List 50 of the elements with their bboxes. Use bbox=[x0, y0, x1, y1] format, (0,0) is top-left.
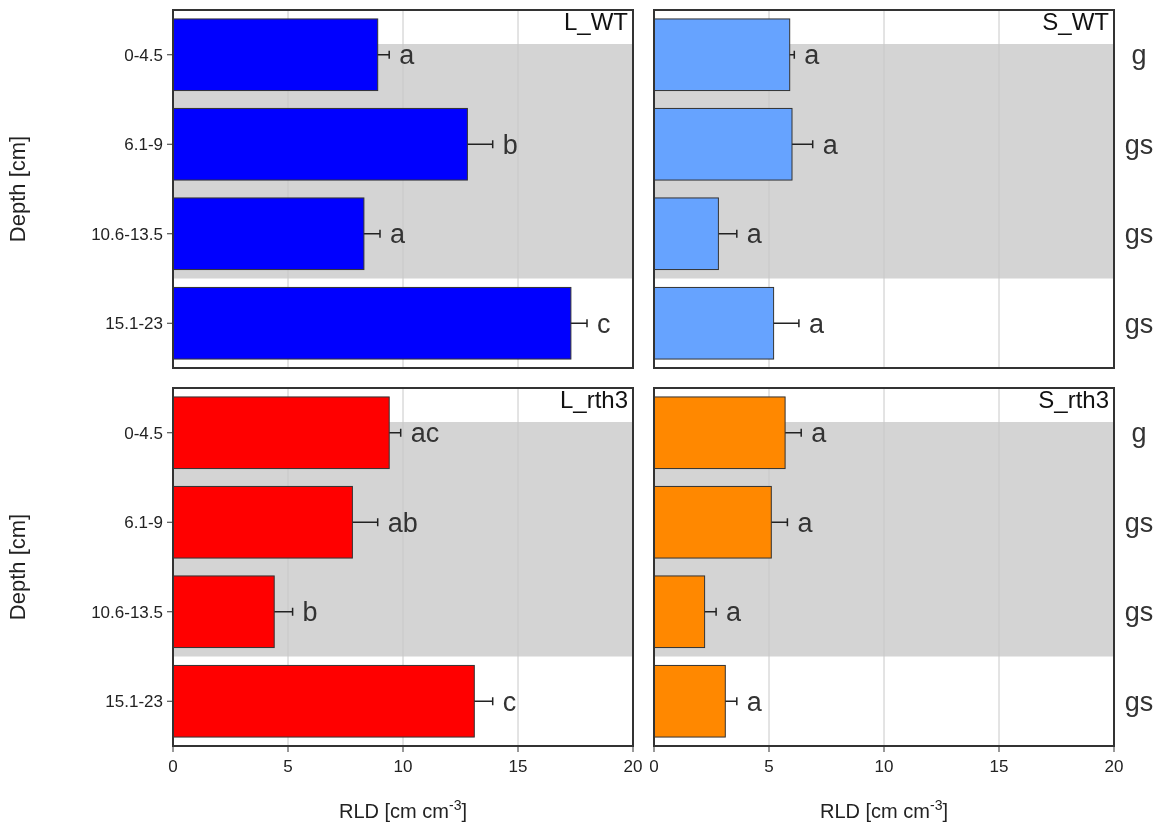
x-tick-label: 10 bbox=[393, 757, 413, 776]
x-axis-title: RLD [cm cm$^{-3}$] bbox=[819, 797, 949, 822]
text: gs bbox=[1124, 219, 1154, 250]
x-tick-label: 0 bbox=[649, 757, 659, 776]
y-tick-label: 0-4.5 bbox=[124, 423, 163, 443]
annotation: b bbox=[502, 129, 518, 160]
chart-title: S_rth3 bbox=[1038, 386, 1109, 413]
x-tick-label: 5 bbox=[764, 757, 774, 776]
x-tick-label: 20 bbox=[623, 757, 643, 776]
annotation: a bbox=[797, 507, 814, 538]
x-axis-title: RLD [cm cm$^{-3}$] bbox=[338, 797, 468, 822]
chart-title: L_WT bbox=[563, 8, 629, 35]
annotation: c bbox=[597, 308, 611, 339]
text: gs bbox=[1124, 308, 1154, 339]
annotation: a bbox=[746, 686, 763, 717]
annotation: ab bbox=[387, 507, 418, 538]
y-axis-title: Depth [cm] bbox=[5, 135, 30, 243]
annotation: c bbox=[502, 686, 517, 717]
text: gs bbox=[1124, 686, 1154, 717]
chart-title: L_rth3 bbox=[559, 386, 628, 413]
y-axis-title: Depth [cm] bbox=[5, 513, 30, 621]
annotation: a bbox=[822, 129, 839, 160]
text: g bbox=[1131, 418, 1147, 449]
y-tick-label: 10.6-13.5 bbox=[91, 224, 163, 244]
text: gs bbox=[1124, 507, 1154, 538]
annotation: a bbox=[746, 219, 763, 250]
annotation: a bbox=[390, 219, 406, 250]
x-tick-label: 10 bbox=[874, 757, 894, 776]
y-tick-label: 6.1-9 bbox=[124, 135, 163, 155]
x-tick-label: 5 bbox=[283, 757, 293, 776]
annotation: a bbox=[804, 40, 821, 71]
chart-title: S_WT bbox=[1042, 8, 1110, 35]
y-tick-label: 10.6-13.5 bbox=[91, 602, 163, 622]
y-tick-label: 15.1-23 bbox=[105, 692, 163, 712]
annotation: a bbox=[808, 308, 825, 339]
annotation: b bbox=[302, 597, 318, 628]
x-tick-label: 15 bbox=[508, 757, 528, 776]
annotation: a bbox=[726, 597, 743, 628]
x-tick-label: 0 bbox=[168, 757, 178, 776]
y-tick-label: 0-4.5 bbox=[124, 45, 163, 65]
x-tick-label: 15 bbox=[989, 757, 1009, 776]
y-tick-label: 15.1-23 bbox=[105, 314, 163, 334]
annotation: a bbox=[811, 418, 828, 449]
text: gs bbox=[1124, 597, 1154, 628]
y-tick-label: 6.1-9 bbox=[124, 513, 163, 533]
annotation: a bbox=[399, 40, 416, 71]
x-tick-label: 20 bbox=[1104, 757, 1124, 776]
text: g bbox=[1131, 40, 1147, 71]
annotation: ac bbox=[410, 418, 440, 449]
text: gs bbox=[1124, 129, 1154, 160]
